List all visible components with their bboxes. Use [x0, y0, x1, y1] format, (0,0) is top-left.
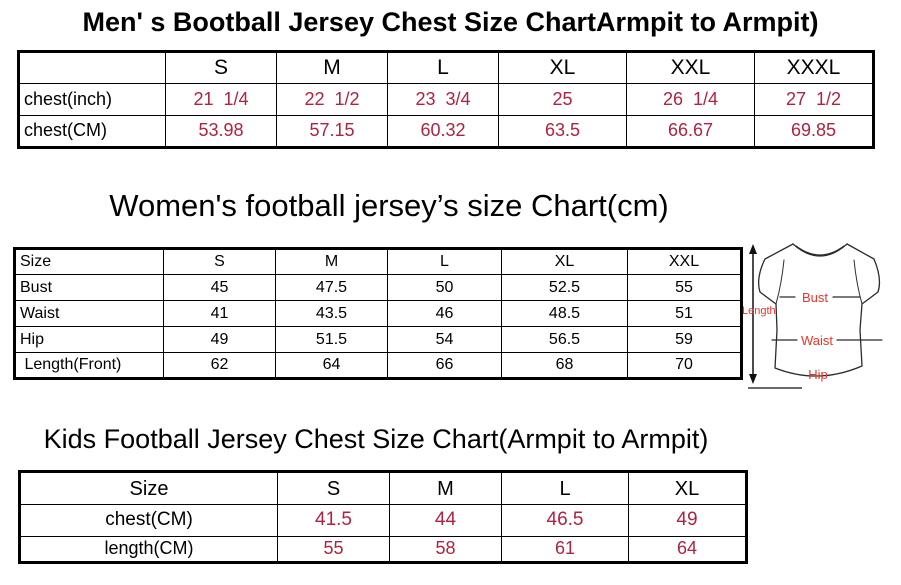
mens-header-m: M: [276, 51, 388, 84]
tshirt-measurement-diagram: Length Bust Waist Hip: [742, 243, 883, 389]
mens-header-xl: XL: [498, 51, 627, 84]
mens-chest-inch-xl: 25: [498, 83, 627, 116]
womens-header-xxl: XXL: [627, 248, 742, 275]
womens-length-xxl: 70: [627, 352, 742, 379]
womens-bust-s: 45: [163, 274, 276, 301]
kids-row-label-chest-cm: chest(CM): [19, 504, 278, 537]
mens-chest-cm-s: 53.98: [165, 115, 277, 148]
kids-length-s: 55: [277, 536, 390, 563]
womens-length-s: 62: [163, 352, 276, 379]
mens-header-xxxl: XXXL: [754, 51, 874, 84]
diagram-bust-label: Bust: [802, 290, 828, 305]
kids-length-xl: 64: [628, 536, 747, 563]
mens-chest-cm-xl: 63.5: [498, 115, 627, 148]
kids-header-m: M: [389, 471, 502, 505]
womens-row-label-waist: Waist: [14, 300, 164, 327]
mens-header-xxl: XXL: [626, 51, 755, 84]
kids-row-label-length-cm: length(CM): [19, 536, 278, 563]
womens-header-size: Size: [14, 248, 164, 275]
womens-hip-xxl: 59: [627, 326, 742, 353]
table-row: length(CM) 55 58 61 64: [19, 536, 747, 563]
mens-chart-title: Men' s Bootball Jersey Chest Size ChartA…: [82, 7, 819, 37]
table-row: chest(inch) 21 1/4 22 1/2 23 3/4 25 26 1…: [18, 83, 874, 116]
table-row: Size S M L XL XXL: [14, 248, 742, 275]
table-row: S M L XL XXL XXXL: [18, 51, 874, 84]
mens-row-label-chest-inch: chest(inch): [18, 83, 166, 116]
kids-chest-s: 41.5: [277, 504, 390, 537]
kids-size-table: Size S M L XL chest(CM) 41.5 44 46.5 49 …: [18, 470, 748, 564]
table-row: Length(Front) 62 64 66 68 70: [14, 352, 742, 379]
womens-row-label-hip: Hip: [14, 326, 164, 353]
mens-chest-inch-s: 21 1/4: [165, 83, 277, 116]
womens-waist-m: 43.5: [275, 300, 388, 327]
womens-header-l: L: [387, 248, 502, 275]
womens-length-l: 66: [387, 352, 502, 379]
mens-header-blank: [18, 51, 166, 84]
kids-length-m: 58: [389, 536, 502, 563]
kids-length-l: 61: [501, 536, 629, 563]
mens-chest-cm-xxxl: 69.85: [754, 115, 874, 148]
kids-chest-m: 44: [389, 504, 502, 537]
kids-header-size: Size: [19, 471, 278, 505]
table-row: chest(CM) 53.98 57.15 60.32 63.5 66.67 6…: [18, 115, 874, 148]
tshirt-outline-icon: [758, 243, 883, 377]
mens-header-l: L: [387, 51, 499, 84]
kids-header-s: S: [277, 471, 390, 505]
table-row: chest(CM) 41.5 44 46.5 49: [19, 504, 747, 537]
womens-header-s: S: [163, 248, 276, 275]
mens-size-table: S M L XL XXL XXXL chest(inch) 21 1/4 22 …: [17, 50, 875, 149]
womens-bust-l: 50: [387, 274, 502, 301]
table-row: Hip 49 51.5 54 56.5 59: [14, 326, 742, 353]
womens-bust-m: 47.5: [275, 274, 388, 301]
kids-header-xl: XL: [628, 471, 747, 505]
womens-chart-title: Women's football jersey’s size Chart(cm): [109, 188, 669, 223]
length-arrow-icon: [748, 244, 802, 389]
womens-waist-s: 41: [163, 300, 276, 327]
womens-size-table: Size S M L XL XXL Bust 45 47.5 50 52.5 5…: [13, 247, 743, 380]
womens-length-m: 64: [275, 352, 388, 379]
womens-row-label-bust: Bust: [14, 274, 164, 301]
mens-chest-inch-l: 23 3/4: [387, 83, 499, 116]
womens-row-label-length-front: Length(Front): [14, 352, 164, 379]
diagram-waist-label: Waist: [801, 333, 833, 348]
mens-row-label-chest-cm: chest(CM): [18, 115, 166, 148]
diagram-hip-label: Hip: [808, 367, 828, 382]
womens-length-xl: 68: [501, 352, 628, 379]
womens-bust-xxl: 55: [627, 274, 742, 301]
womens-waist-l: 46: [387, 300, 502, 327]
kids-chest-l: 46.5: [501, 504, 629, 537]
mens-chest-inch-xxl: 26 1/4: [626, 83, 755, 116]
kids-header-l: L: [501, 471, 629, 505]
womens-header-xl: XL: [501, 248, 628, 275]
kids-chest-xl: 49: [628, 504, 747, 537]
womens-waist-xxl: 51: [627, 300, 742, 327]
womens-hip-s: 49: [163, 326, 276, 353]
womens-bust-xl: 52.5: [501, 274, 628, 301]
kids-chart-title: Kids Football Jersey Chest Size Chart(Ar…: [43, 424, 709, 454]
table-row: Size S M L XL: [19, 471, 747, 505]
womens-hip-l: 54: [387, 326, 502, 353]
table-row: Waist 41 43.5 46 48.5 51: [14, 300, 742, 327]
mens-chest-cm-m: 57.15: [276, 115, 388, 148]
womens-header-m: M: [275, 248, 388, 275]
mens-header-s: S: [165, 51, 277, 84]
womens-hip-m: 51.5: [275, 326, 388, 353]
table-row: Bust 45 47.5 50 52.5 55: [14, 274, 742, 301]
mens-chest-cm-xxl: 66.67: [626, 115, 755, 148]
womens-waist-xl: 48.5: [501, 300, 628, 327]
womens-hip-xl: 56.5: [501, 326, 628, 353]
mens-chest-inch-xxxl: 27 1/2: [754, 83, 874, 116]
diagram-length-label: Length: [742, 305, 776, 317]
mens-chest-inch-m: 22 1/2: [276, 83, 388, 116]
mens-chest-cm-l: 60.32: [387, 115, 499, 148]
